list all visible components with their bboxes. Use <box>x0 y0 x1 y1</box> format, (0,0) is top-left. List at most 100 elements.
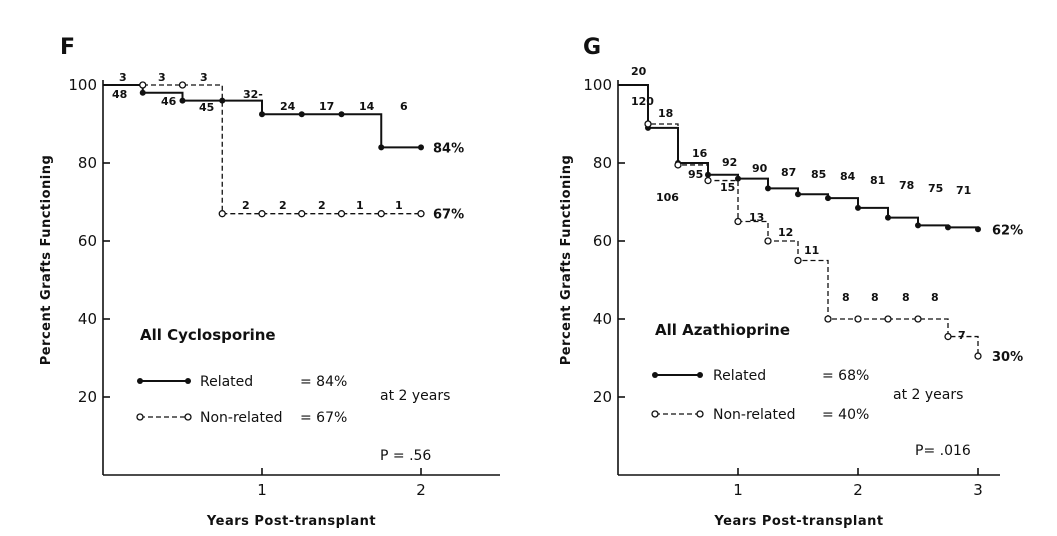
non-related-count-label: 1 <box>356 199 364 212</box>
related-point <box>915 222 921 229</box>
related-point <box>259 111 265 118</box>
related-point <box>795 191 801 198</box>
related-point <box>338 111 345 118</box>
non-related-point <box>178 81 187 89</box>
legend-non-related-marker <box>651 410 659 418</box>
panel-f: F 20 40 60 80 100 1 2 Years Post-transplant Perce… <box>39 35 500 529</box>
y-tick-label: 80 <box>78 154 97 172</box>
non-related-count-label: 2 <box>242 199 250 212</box>
related-count-label: 95 <box>688 168 703 181</box>
related-count-label: 32- <box>243 88 263 101</box>
legend-related-label: Related <box>200 374 253 390</box>
non-related-count-label: 3 <box>119 71 127 84</box>
non-related-end-label: 67% <box>433 208 464 223</box>
legend-non-related-marker <box>184 413 192 421</box>
legend-related-label: Related <box>713 368 766 384</box>
non-related-count-label: 3 <box>200 71 208 84</box>
legend-related-marker <box>697 372 703 378</box>
x-tick-label: 3 <box>973 481 983 499</box>
y-axis-title: Percent Grafts Functioning <box>559 155 574 366</box>
group-title: All Azathioprine <box>655 321 790 339</box>
related-count-label: 120 <box>631 95 654 108</box>
related-count-label: 84 <box>840 170 856 183</box>
non-related-count-label: 13 <box>749 211 764 224</box>
related-count-label: 24 <box>280 100 296 113</box>
legend-related-value: = 84% <box>300 374 347 390</box>
non-related-point <box>884 315 892 323</box>
y-tick-label: 100 <box>68 76 97 94</box>
related-count-label: 48 <box>112 88 127 101</box>
non-related-point <box>824 315 832 323</box>
related-count-label: 81 <box>870 174 885 187</box>
related-count-label: 71 <box>956 184 971 197</box>
non-related-count-label: 20 <box>631 65 647 78</box>
y-tick-label: 40 <box>78 310 97 328</box>
related-point <box>378 144 385 151</box>
non-related-point <box>417 210 425 218</box>
legend-related-marker <box>652 372 658 378</box>
related-point <box>298 111 305 118</box>
y-tick-label: 60 <box>78 232 97 250</box>
related-point <box>825 195 831 202</box>
non-related-count-label: 12 <box>778 226 793 239</box>
legend-non-related-marker <box>136 413 144 421</box>
non-related-point <box>734 217 742 226</box>
panel-letter: F <box>60 35 75 60</box>
p-value: P= .016 <box>915 443 971 459</box>
related-end-label: 84% <box>433 141 464 156</box>
related-count-label: 6 <box>400 100 408 113</box>
y-tick-label: 80 <box>593 154 612 172</box>
legend-non-related-label: Non-related <box>713 407 795 423</box>
non-related-point <box>218 210 226 218</box>
non-related-count-label: 15 <box>720 181 735 194</box>
non-related-count-label: 1 <box>395 199 403 212</box>
non-related-count-label: 11 <box>804 244 819 257</box>
non-related-count-label: 8 <box>871 291 879 304</box>
legend-non-related-value: = 40% <box>822 407 869 423</box>
related-point <box>179 97 186 104</box>
related-point <box>139 89 146 96</box>
x-tick-label: 2 <box>416 481 426 499</box>
related-point <box>418 144 424 151</box>
non-related-point <box>854 315 862 323</box>
non-related-point <box>764 237 772 245</box>
related-count-label: 106 <box>656 191 679 204</box>
related-end-label: 62% <box>992 223 1023 238</box>
non-related-count-label: 7 <box>958 329 966 342</box>
non-related-count-label: 8 <box>842 291 850 304</box>
legend-related-value: = 68% <box>822 368 869 384</box>
y-tick-label: 60 <box>593 232 612 250</box>
related-count-label: 90 <box>752 162 768 175</box>
panel-letter: G <box>583 35 601 60</box>
legend-note: at 2 years <box>380 388 450 404</box>
x-axis-title: Years Post-transplant <box>206 514 376 529</box>
non-related-count-label: 3 <box>158 71 166 84</box>
non-related-count-label: 8 <box>902 291 910 304</box>
legend-related-marker <box>185 378 191 384</box>
legend-non-related-marker <box>696 410 704 418</box>
non-related-point <box>298 210 306 218</box>
y-axis-title: Percent Grafts Functioning <box>39 155 54 366</box>
non-related-point <box>974 352 982 360</box>
non-related-series-line <box>103 84 421 215</box>
non-related-point <box>944 332 952 341</box>
related-count-label: 46 <box>161 95 177 108</box>
related-count-label: 75 <box>928 182 943 195</box>
y-tick-label: 100 <box>583 76 612 94</box>
related-count-label: 78 <box>899 179 914 192</box>
x-tick-label: 1 <box>733 481 743 499</box>
non-related-point <box>139 81 147 89</box>
non-related-point <box>704 176 712 185</box>
non-related-point <box>644 120 652 128</box>
legend-related-marker <box>137 378 143 384</box>
non-related-count-label: 16 <box>692 147 708 160</box>
y-tick-label: 20 <box>78 388 97 406</box>
non-related-count-label: 8 <box>931 291 939 304</box>
related-count-label: 17 <box>319 100 334 113</box>
non-related-point <box>258 210 266 218</box>
non-related-point <box>914 315 922 323</box>
non-related-point <box>337 210 346 218</box>
related-point <box>975 226 981 233</box>
